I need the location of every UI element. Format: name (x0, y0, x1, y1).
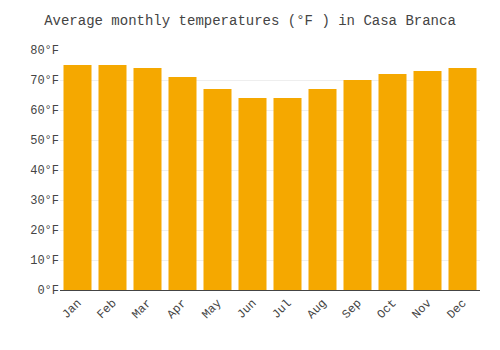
svg-text:60°F: 60°F (30, 104, 59, 118)
svg-text:Average monthly temperatures (: Average monthly temperatures (°F ) in Ca… (44, 13, 456, 29)
svg-text:70°F: 70°F (30, 74, 59, 88)
svg-text:0°F: 0°F (37, 284, 59, 298)
svg-text:80°F: 80°F (30, 44, 59, 58)
svg-text:40°F: 40°F (30, 164, 59, 178)
svg-text:Jul: Jul (269, 297, 294, 322)
svg-text:Jan: Jan (59, 297, 84, 322)
svg-text:10°F: 10°F (30, 254, 59, 268)
svg-text:Mar: Mar (129, 297, 154, 322)
svg-text:30°F: 30°F (30, 194, 59, 208)
svg-text:Oct: Oct (374, 297, 399, 322)
svg-text:Dec: Dec (444, 297, 469, 322)
svg-text:Aug: Aug (304, 297, 329, 322)
svg-text:20°F: 20°F (30, 224, 59, 238)
svg-text:Jun: Jun (234, 297, 259, 322)
svg-text:Feb: Feb (94, 297, 119, 322)
svg-text:Sep: Sep (339, 297, 364, 322)
svg-text:50°F: 50°F (30, 134, 59, 148)
svg-text:May: May (199, 297, 224, 322)
svg-text:Apr: Apr (164, 297, 189, 322)
svg-text:Nov: Nov (409, 297, 434, 322)
